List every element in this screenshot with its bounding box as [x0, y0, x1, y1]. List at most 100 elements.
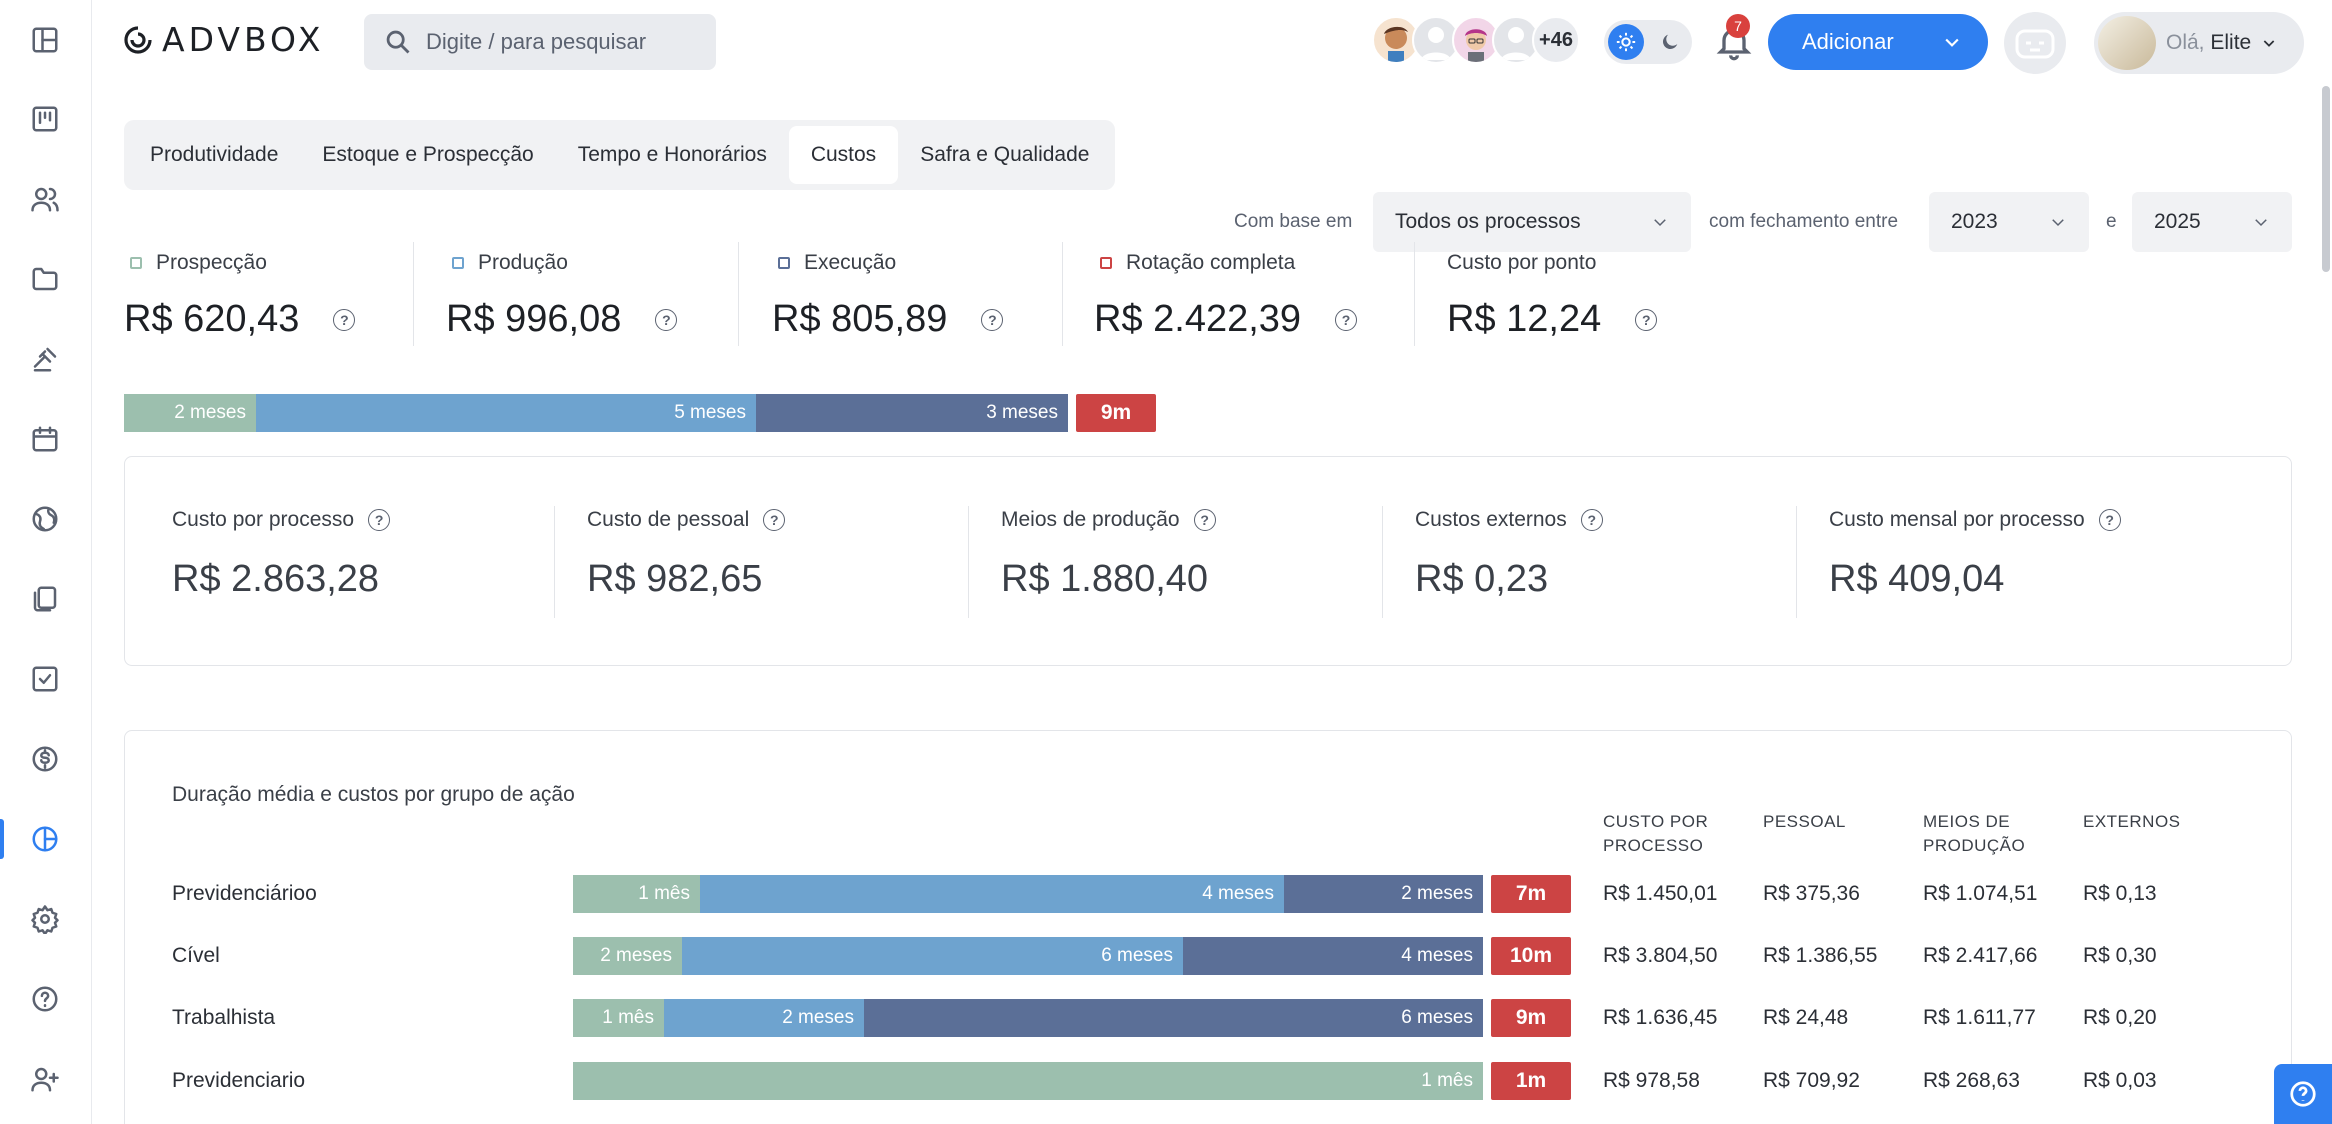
tab-custos[interactable]: Custos [788, 126, 899, 184]
cell-pessoal: R$ 375,36 [1763, 882, 1860, 905]
theme-toggle[interactable] [1604, 20, 1692, 64]
cost-label: Custo de pessoal [587, 508, 750, 531]
column-header-custo-por-processo: CUSTO POR PROCESSO [1603, 812, 1709, 855]
kpi-label: Produção [478, 251, 568, 274]
tasks-icon [32, 666, 58, 692]
cost-value: R$ 2.863,28 [172, 558, 380, 600]
more-members-count[interactable]: +46 [1532, 16, 1580, 64]
timeline-segment-producao: 5 meses [256, 394, 756, 432]
closing-between-label: com fechamento entre [1709, 211, 1899, 232]
sidebar-item-tasks[interactable] [0, 649, 90, 709]
help-tooltip-icon[interactable]: ? [333, 308, 356, 331]
based-on-label: Com base em [1234, 211, 1353, 232]
year-from-select[interactable]: 2023 [1929, 192, 2089, 252]
cell-meios: R$ 1.611,77 [1923, 1006, 2036, 1029]
user-placeholder-icon [1421, 27, 1451, 60]
search-input[interactable] [426, 29, 696, 55]
team-avatars[interactable]: +46 [1372, 16, 1580, 64]
row-segment-execucao: 2 meses [1284, 875, 1483, 913]
sidebar-item-analytics[interactable] [0, 809, 90, 869]
year-to-select[interactable]: 2025 [2132, 192, 2292, 252]
column-header-pessoal: PESSOAL [1763, 812, 1846, 831]
tab-safra-qualidade[interactable]: Safra e Qualidade [920, 143, 1090, 166]
scrollbar-thumb[interactable] [2322, 86, 2330, 272]
row-total: 9m [1491, 999, 1571, 1037]
calendar-icon [32, 426, 58, 452]
finance-icon [32, 746, 58, 772]
kpi-label: Rotação completa [1126, 251, 1296, 274]
tab-estoque-prospeccao[interactable]: Estoque e Prospecção [322, 143, 534, 166]
sidebar-item-dashboard[interactable] [0, 10, 90, 70]
cell-pessoal: R$ 709,92 [1763, 1069, 1860, 1092]
kpi-value: R$ 805,89 [772, 298, 948, 340]
cost-summary-card [124, 456, 2292, 666]
row-segment-prospeccao: 1 mês [573, 1062, 1483, 1100]
sun-icon [1616, 32, 1636, 52]
search-icon [386, 30, 410, 54]
kpi-value: R$ 2.422,39 [1094, 298, 1302, 340]
year-from-value: 2023 [1951, 210, 1998, 233]
cell-externos: R$ 0,20 [2083, 1006, 2157, 1029]
help-tooltip-icon[interactable]: ? [2098, 509, 2121, 531]
gavel-icon [33, 347, 57, 372]
sidebar-item-folders[interactable] [0, 249, 90, 309]
tab-produtividade[interactable]: Produtividade [150, 143, 279, 166]
divider [413, 242, 414, 346]
add-button[interactable]: Adicionar [1768, 14, 1988, 70]
help-widget-button[interactable] [2274, 1064, 2332, 1124]
cost-value: R$ 1.880,40 [1001, 558, 1209, 600]
process-filter-select[interactable]: Todos os processos [1373, 192, 1691, 252]
column-header-externos: EXTERNOS [2083, 812, 2181, 831]
avatar[interactable] [1492, 16, 1540, 64]
divider [1382, 506, 1383, 618]
cost-label: Custo mensal por processo [1829, 508, 2085, 531]
cost-label: Custo por processo [172, 508, 355, 531]
cost-label: Meios de produção [1001, 508, 1180, 531]
sidebar-item-contacts[interactable] [0, 169, 90, 229]
sidebar-item-finance[interactable] [0, 729, 90, 789]
divider [1414, 242, 1415, 346]
sidebar-item-calendar[interactable] [0, 409, 90, 469]
help-tooltip-icon[interactable]: ? [1335, 308, 1358, 331]
sidebar-item-gavel[interactable] [0, 329, 90, 389]
cell-custo: R$ 1.450,01 [1603, 882, 1718, 905]
robot-icon [2015, 29, 2055, 59]
divider [968, 506, 969, 618]
contacts-icon [31, 187, 59, 212]
brand-logo[interactable]: ADVBOX [122, 20, 325, 59]
row-segment-producao: 4 meses [700, 875, 1284, 913]
dark-mode-button[interactable] [1652, 24, 1688, 60]
help-tooltip-icon[interactable]: ? [1580, 509, 1603, 531]
user-menu[interactable]: Olá, Elite [2094, 12, 2304, 74]
help-tooltip-icon[interactable]: ? [1193, 509, 1216, 531]
sidebar-item-settings[interactable] [0, 889, 90, 949]
help-tooltip-icon[interactable]: ? [763, 509, 786, 531]
sidebar-item-help[interactable] [0, 969, 90, 1029]
sidebar-item-kanban[interactable] [0, 89, 90, 149]
help-tooltip-icon[interactable]: ? [1635, 308, 1658, 331]
cartoon-avatar-icon [1465, 29, 1487, 62]
kpi-value: R$ 620,43 [124, 298, 300, 340]
cell-externos: R$ 0,13 [2083, 882, 2157, 905]
chevron-down-icon [2263, 40, 2275, 47]
row-segment-producao: 6 meses [682, 937, 1183, 975]
kpi-execucao: Execução R$ 805,89? [772, 246, 1004, 341]
user-placeholder-icon [1501, 27, 1531, 60]
sidebar-item-globe[interactable] [0, 489, 90, 549]
sidebar-item-add-user[interactable] [0, 1049, 90, 1109]
help-tooltip-icon[interactable]: ? [655, 308, 678, 331]
assistant-button[interactable] [2004, 12, 2066, 74]
help-tooltip-icon[interactable]: ? [981, 308, 1004, 331]
cost-custo-de-pessoal: Custo de pessoal? R$ 982,65 [587, 508, 786, 601]
light-mode-button[interactable] [1608, 24, 1644, 60]
legend-swatch [130, 257, 142, 269]
moon-icon [1662, 34, 1678, 50]
help-tooltip-icon[interactable]: ? [368, 509, 391, 531]
cell-custo: R$ 978,58 [1603, 1069, 1700, 1092]
row-total: 10m [1491, 937, 1571, 975]
tab-tempo-honorarios[interactable]: Tempo e Honorários [577, 143, 767, 166]
sidebar-item-documents[interactable] [0, 569, 90, 629]
row-segment-prospeccao: 1 mês [573, 999, 664, 1037]
advbox-logo-icon [124, 25, 152, 54]
search-bar[interactable] [364, 14, 716, 70]
